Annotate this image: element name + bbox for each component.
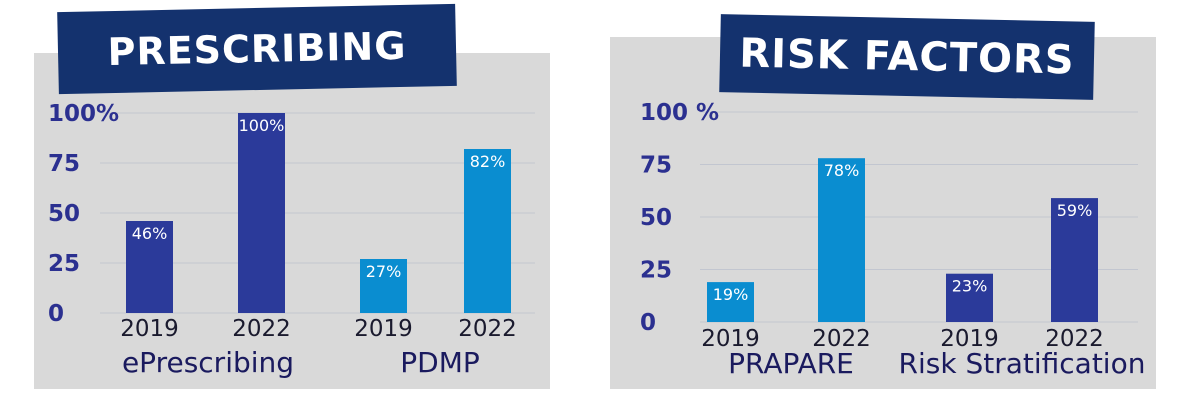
risk-factors-x-year-label: 2022 bbox=[1045, 326, 1104, 352]
risk-factors-y-tick-label: 75 bbox=[640, 153, 672, 179]
prescribing-x-year-label: 2019 bbox=[120, 316, 179, 342]
prescribing-bar bbox=[360, 259, 407, 313]
risk-factors-bar-value-label: 19% bbox=[713, 285, 749, 304]
prescribing-group-label: PDMP bbox=[400, 346, 480, 379]
risk-factors-title-banner: RISK FACTORS bbox=[719, 14, 1095, 100]
risk-factors-bar-value-label: 78% bbox=[824, 161, 860, 180]
risk-factors-bar bbox=[818, 158, 865, 322]
prescribing-y-tick-label: 100% bbox=[48, 101, 119, 127]
prescribing-bar bbox=[238, 113, 285, 313]
risk-factors-group-label: Risk Stratification bbox=[899, 347, 1146, 380]
prescribing-bar-value-label: 46% bbox=[132, 224, 168, 243]
prescribing-bar-value-label: 27% bbox=[366, 262, 402, 281]
risk-factors-bar bbox=[707, 282, 754, 322]
prescribing-title: PRESCRIBING bbox=[107, 23, 407, 75]
risk-factors-title: RISK FACTORS bbox=[738, 30, 1076, 84]
risk-factors-y-tick-label: 50 bbox=[640, 205, 672, 231]
risk-factors-x-year-label: 2022 bbox=[812, 326, 871, 352]
risk-factors-bar-value-label: 23% bbox=[952, 277, 988, 296]
risk-factors-bar bbox=[946, 273, 993, 322]
prescribing-y-tick-label: 50 bbox=[48, 201, 80, 227]
prescribing-y-tick-label: 0 bbox=[48, 301, 64, 327]
prescribing-x-year-label: 2019 bbox=[354, 316, 413, 342]
prescribing-bar bbox=[126, 221, 173, 313]
prescribing-x-year-label: 2022 bbox=[458, 316, 517, 342]
risk-factors-x-year-label: 2019 bbox=[701, 326, 760, 352]
risk-factors-x-year-label: 2019 bbox=[940, 326, 999, 352]
prescribing-y-tick-label: 25 bbox=[48, 251, 80, 277]
prescribing-x-year-label: 2022 bbox=[232, 316, 291, 342]
prescribing-bar bbox=[464, 149, 511, 313]
risk-factors-bar bbox=[1051, 198, 1098, 322]
risk-factors-bar-value-label: 59% bbox=[1057, 201, 1093, 220]
risk-factors-group-label: PRAPARE bbox=[728, 347, 854, 380]
prescribing-group-label: ePrescribing bbox=[122, 346, 294, 379]
prescribing-y-tick-label: 75 bbox=[48, 151, 80, 177]
prescribing-bar-value-label: 82% bbox=[470, 152, 506, 171]
risk-factors-y-tick-label: 25 bbox=[640, 258, 672, 284]
prescribing-bar-value-label: 100% bbox=[239, 116, 285, 135]
risk-factors-y-tick-label: 100 % bbox=[640, 100, 719, 126]
risk-factors-y-tick-label: 0 bbox=[640, 310, 656, 336]
prescribing-title-banner: PRESCRIBING bbox=[57, 3, 457, 95]
